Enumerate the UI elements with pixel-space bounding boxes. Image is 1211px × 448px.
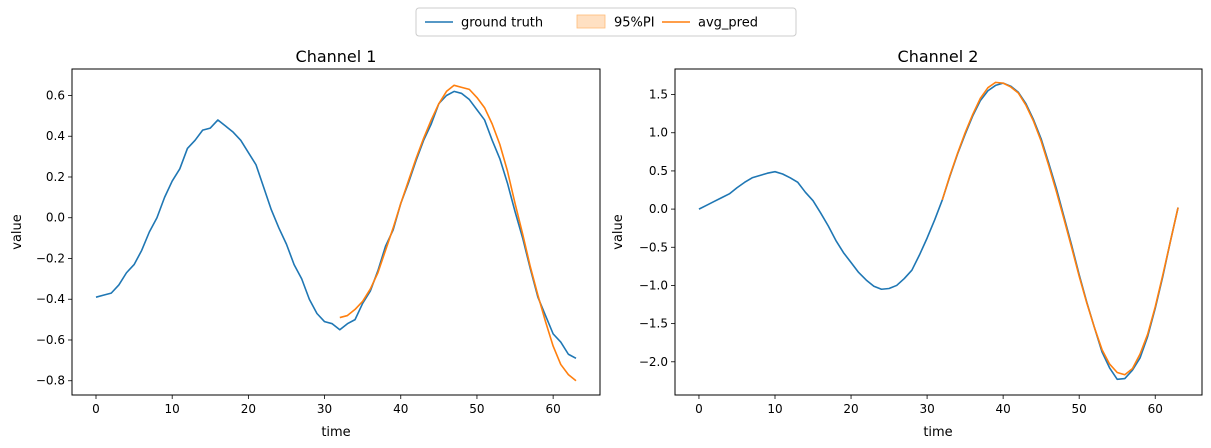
x-tick-label: 40	[393, 402, 408, 416]
subplot-channel-2: Channel 2 0 10 20 30 40 50 60 −2.0 −1.5 −1.0 −0.5…	[611, 47, 1203, 440]
x-ticks: 0 10 20 30 40 50 60	[92, 395, 561, 416]
y-ticks: −2.0 −1.5 −1.0 −0.5 0.0 0.5 1.0 1.5	[639, 88, 675, 369]
y-tick-label: −0.2	[36, 251, 65, 265]
y-tick-label: 0.5	[649, 164, 668, 178]
x-tick-label: 30	[919, 402, 934, 416]
subplot-title: Channel 1	[296, 47, 377, 66]
y-tick-label: 0.6	[46, 88, 65, 102]
series-group	[95, 84, 577, 382]
y-tick-label: −0.4	[36, 292, 65, 306]
x-tick-label: 60	[546, 402, 561, 416]
y-axis-label: value	[611, 214, 626, 250]
subplot-channel-1: Channel 1 0 10 20 30 40 50 60 −0.8 −0.6 −0.4 −0.2…	[10, 47, 601, 440]
y-tick-label: −1.0	[639, 278, 668, 292]
y-tick-label: 1.0	[649, 126, 668, 140]
y-tick-label: 0.4	[46, 129, 65, 143]
x-axis-label: time	[321, 425, 350, 440]
legend-label-95pi: 95%PI	[614, 16, 655, 31]
y-tick-label: 1.5	[649, 88, 668, 102]
y-axis-label: value	[10, 214, 25, 250]
plot-frame	[71, 68, 601, 396]
y-tick-label: −0.5	[639, 240, 668, 254]
series-line-ground-truth	[95, 90, 577, 360]
x-tick-label: 40	[995, 402, 1010, 416]
legend-swatch-95pi	[576, 14, 606, 29]
series-line-avg-pred	[339, 84, 577, 382]
series-line-avg-pred	[941, 81, 1179, 376]
y-ticks: −0.8 −0.6 −0.4 −0.2 0.0 0.2 0.4 0.6	[36, 88, 72, 388]
y-tick-label: −0.6	[36, 333, 65, 347]
x-tick-label: 10	[165, 402, 180, 416]
legend: ground truth 95%PI avg_pred	[415, 7, 797, 37]
x-axis-label: time	[923, 425, 952, 440]
y-tick-label: −0.8	[36, 374, 65, 388]
legend-frame	[415, 7, 797, 37]
y-tick-label: 0.0	[46, 211, 65, 225]
series-group	[698, 81, 1179, 381]
x-tick-label: 50	[469, 402, 484, 416]
y-tick-label: −2.0	[639, 355, 668, 369]
legend-label-avg-pred: avg_pred	[698, 16, 758, 31]
y-tick-label: 0.0	[649, 202, 668, 216]
x-tick-label: 20	[241, 402, 256, 416]
x-ticks: 0 10 20 30 40 50 60	[695, 395, 1163, 416]
plot-frame	[674, 68, 1203, 396]
y-tick-label: −1.5	[639, 317, 668, 331]
series-line-ground-truth	[698, 82, 1179, 381]
x-tick-label: 20	[843, 402, 858, 416]
x-tick-label: 60	[1148, 402, 1163, 416]
y-tick-label: 0.2	[46, 170, 65, 184]
x-tick-label: 50	[1072, 402, 1087, 416]
x-tick-label: 0	[695, 402, 703, 416]
legend-label-ground-truth: ground truth	[461, 16, 543, 31]
subplot-title: Channel 2	[898, 47, 979, 66]
x-tick-label: 30	[317, 402, 332, 416]
x-tick-label: 10	[767, 402, 782, 416]
x-tick-label: 0	[92, 402, 100, 416]
